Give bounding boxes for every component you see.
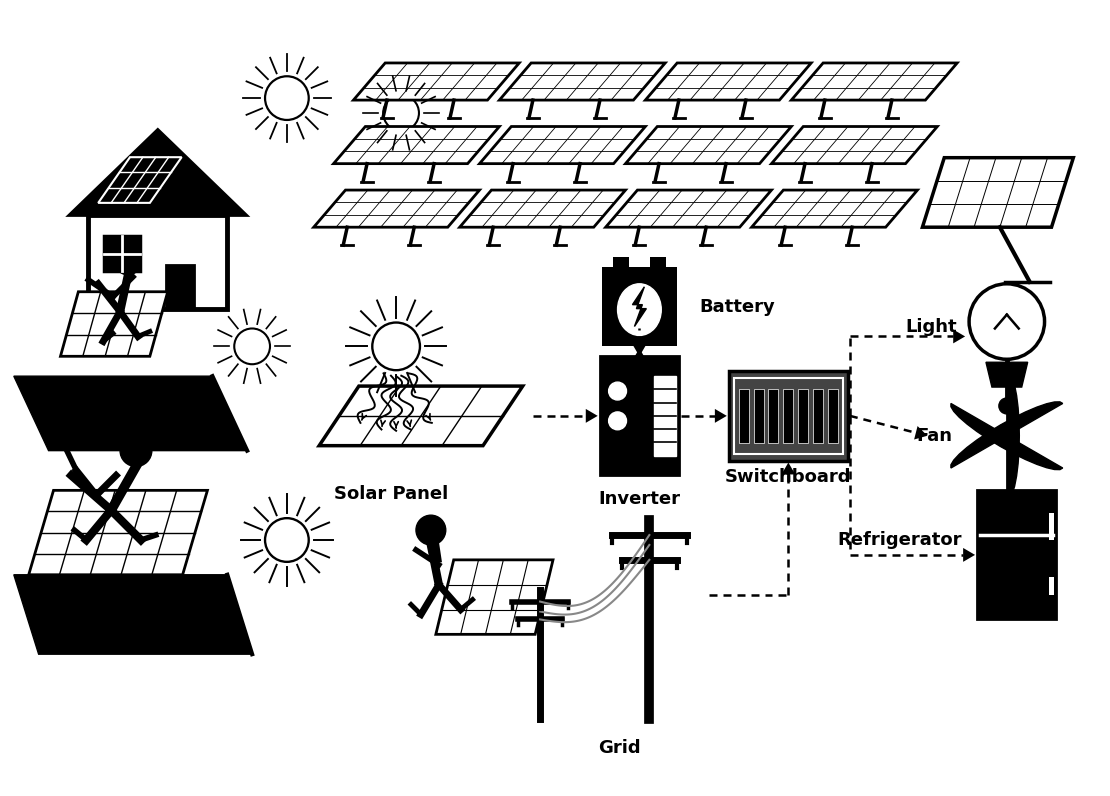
Bar <box>613 257 628 267</box>
Polygon shape <box>626 127 791 164</box>
Bar <box>602 267 677 346</box>
Text: Inverter: Inverter <box>598 490 680 509</box>
Polygon shape <box>460 190 626 227</box>
Polygon shape <box>436 560 553 634</box>
Polygon shape <box>320 386 523 446</box>
Circle shape <box>969 284 1045 359</box>
Polygon shape <box>70 131 245 215</box>
Polygon shape <box>606 190 771 227</box>
Bar <box>165 265 193 309</box>
Polygon shape <box>771 127 937 164</box>
Circle shape <box>416 515 446 545</box>
Bar <box>784 388 794 443</box>
Polygon shape <box>13 575 252 654</box>
Bar <box>754 388 764 443</box>
Bar <box>739 388 748 443</box>
Bar <box>1049 577 1054 595</box>
Polygon shape <box>645 63 811 100</box>
Bar <box>768 388 778 443</box>
Text: Battery: Battery <box>699 298 775 316</box>
Polygon shape <box>334 127 500 164</box>
Polygon shape <box>353 63 519 100</box>
Polygon shape <box>953 330 965 343</box>
Polygon shape <box>480 127 645 164</box>
Text: Fan: Fan <box>916 427 952 445</box>
Polygon shape <box>951 402 1062 468</box>
Polygon shape <box>915 426 927 439</box>
Text: Light: Light <box>906 318 957 335</box>
Polygon shape <box>586 409 597 423</box>
Bar <box>977 490 1057 619</box>
Polygon shape <box>951 404 1062 470</box>
Text: Grid: Grid <box>598 739 640 757</box>
Polygon shape <box>1007 371 1019 500</box>
Bar <box>1049 513 1054 540</box>
Bar <box>89 215 228 309</box>
Text: Solar Panel: Solar Panel <box>334 486 448 503</box>
Polygon shape <box>715 409 727 423</box>
Bar <box>798 388 808 443</box>
Circle shape <box>115 249 141 275</box>
Bar <box>734 378 842 454</box>
Polygon shape <box>781 462 795 474</box>
Bar <box>599 357 679 475</box>
Polygon shape <box>633 287 646 326</box>
Text: Refrigerator: Refrigerator <box>838 531 962 549</box>
Bar <box>650 257 666 267</box>
Polygon shape <box>922 158 1073 227</box>
Polygon shape <box>963 548 975 562</box>
Circle shape <box>608 382 626 400</box>
Polygon shape <box>986 362 1028 387</box>
Polygon shape <box>633 349 646 361</box>
Polygon shape <box>500 63 665 100</box>
Circle shape <box>999 398 1015 414</box>
Bar <box>654 377 676 455</box>
Circle shape <box>120 435 152 466</box>
Ellipse shape <box>617 284 662 335</box>
Polygon shape <box>314 190 480 227</box>
Bar <box>828 388 838 443</box>
Polygon shape <box>633 345 646 357</box>
Bar <box>729 371 848 461</box>
Polygon shape <box>751 190 918 227</box>
Text: Switchboard: Switchboard <box>725 467 851 486</box>
Polygon shape <box>13 377 248 451</box>
Polygon shape <box>98 157 182 203</box>
Polygon shape <box>60 292 168 357</box>
Bar <box>814 388 824 443</box>
Circle shape <box>995 423 1019 447</box>
Polygon shape <box>791 63 957 100</box>
Bar <box>104 236 140 271</box>
Circle shape <box>608 412 626 430</box>
Polygon shape <box>29 490 208 575</box>
